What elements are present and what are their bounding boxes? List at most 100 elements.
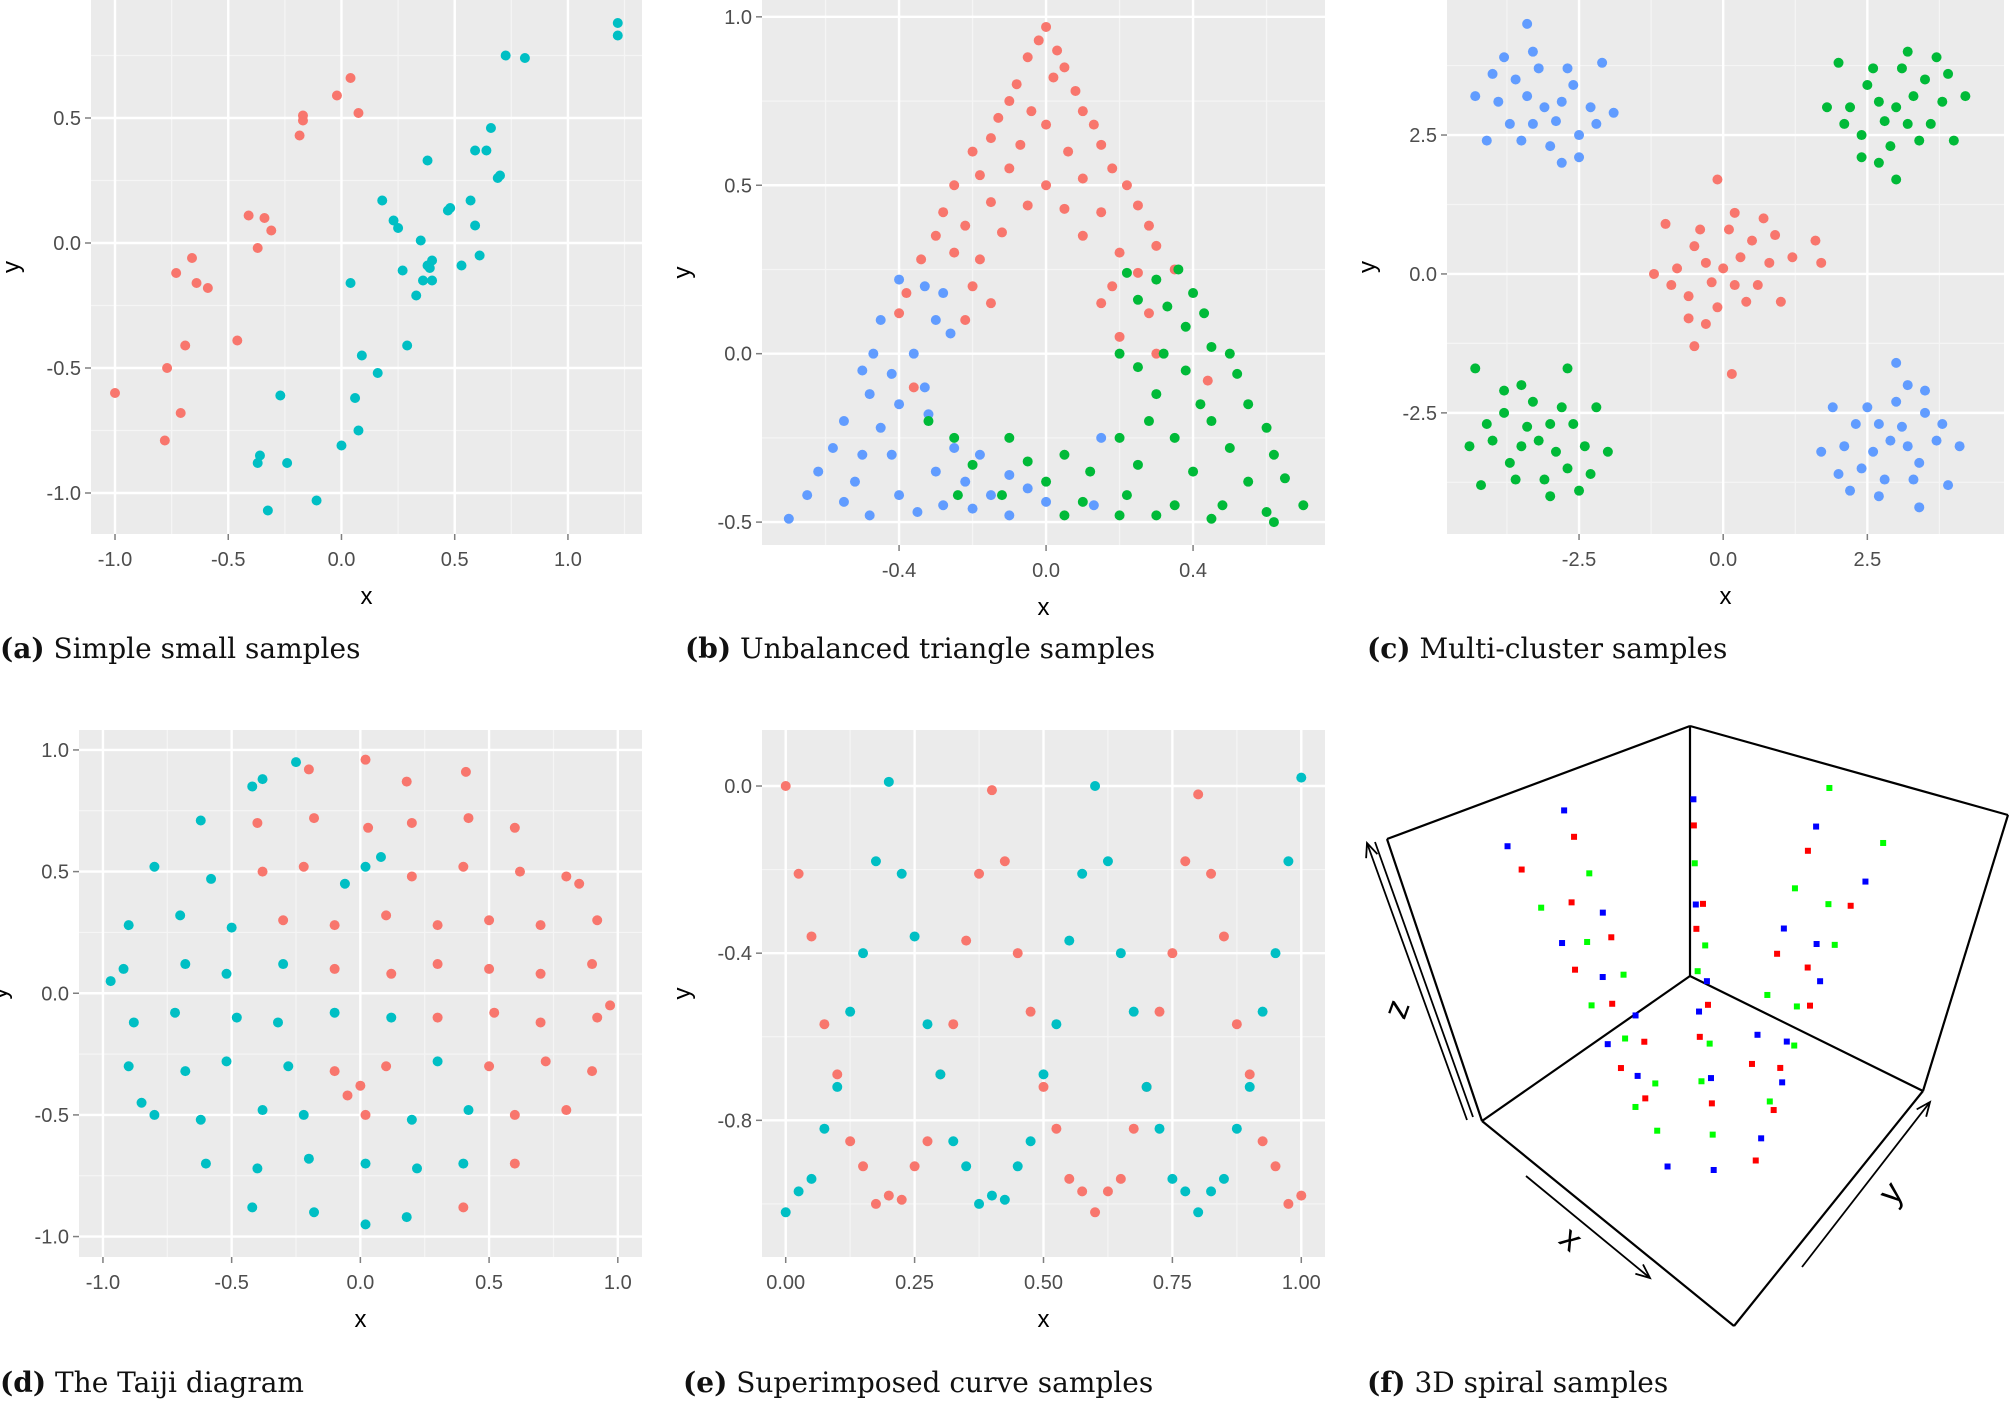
data-point [1758, 1135, 1765, 1142]
data-point [1559, 940, 1566, 947]
data-point [1700, 318, 1711, 329]
data-point [1114, 432, 1125, 443]
data-point [1522, 18, 1533, 29]
series [1470, 18, 1965, 513]
data-point [1206, 513, 1217, 524]
data-point [1550, 446, 1561, 457]
data-point [509, 822, 520, 833]
z-axis-arrow [1366, 842, 1468, 1121]
data-point [1527, 396, 1538, 407]
data-point [1766, 1098, 1773, 1105]
data-point [1096, 298, 1107, 309]
data-point [278, 959, 289, 970]
data-point [128, 1017, 139, 1028]
series [1464, 46, 1971, 502]
data-point [1158, 348, 1169, 359]
data-point [123, 920, 134, 931]
data-point [922, 1019, 933, 1030]
data-point [1847, 902, 1854, 909]
z-axis-line [1374, 841, 1474, 1118]
series [780, 781, 1307, 1218]
x-tick-label: -0.4 [882, 560, 916, 582]
data-point [1051, 1019, 1062, 1030]
data-point [1107, 281, 1118, 292]
data-point [1816, 446, 1827, 457]
data-point [1931, 435, 1942, 446]
data-point [309, 813, 320, 824]
x-tick-label: 0.0 [1032, 560, 1060, 582]
data-point [1902, 380, 1913, 391]
data-point [1791, 885, 1798, 892]
data-point [1244, 1081, 1255, 1092]
data-point [485, 123, 496, 133]
data-point [967, 281, 978, 292]
data-point [967, 459, 978, 470]
data-point [1296, 772, 1307, 783]
data-point [930, 230, 941, 241]
data-point [574, 878, 585, 889]
data-point [1114, 331, 1125, 342]
data-point [445, 203, 456, 213]
data-point [388, 215, 399, 226]
data-point [458, 1158, 469, 1169]
data-point [1090, 1207, 1101, 1218]
data-point [986, 785, 997, 796]
data-point [1051, 1123, 1062, 1134]
y-axis-title: y [0, 261, 25, 273]
data-point [221, 1056, 232, 1067]
data-point [1708, 1100, 1715, 1107]
data-point [1902, 46, 1913, 57]
data-point [960, 220, 971, 231]
data-point [1698, 1078, 1705, 1085]
data-point [985, 298, 996, 309]
data-point [535, 1017, 546, 1028]
box-edge [1921, 814, 2009, 1092]
data-point [858, 1161, 869, 1172]
data-point [908, 348, 919, 359]
data-point [1487, 68, 1498, 79]
data-point [1096, 207, 1107, 218]
data-point [1568, 418, 1579, 429]
data-point [360, 1158, 371, 1169]
data-point [470, 220, 481, 231]
data-point [1121, 180, 1132, 191]
data-point [1167, 948, 1178, 959]
data-point [1699, 900, 1706, 907]
data-point [1257, 1136, 1268, 1147]
data-point [1779, 1079, 1786, 1086]
data-point [1151, 348, 1162, 359]
data-point [1077, 230, 1088, 241]
data-point [1585, 468, 1596, 479]
data-point [509, 1109, 520, 1120]
data-point [960, 314, 971, 325]
data-point [1193, 789, 1204, 800]
data-point [345, 73, 356, 83]
data-point [1696, 1033, 1703, 1040]
data-point [1059, 449, 1070, 460]
data-point [149, 1109, 160, 1120]
data-point [1694, 968, 1701, 975]
data-point [886, 368, 897, 379]
data-point [1041, 21, 1052, 32]
caption-text: 3D spiral samples [1414, 1366, 1669, 1399]
data-point [345, 278, 356, 288]
data-point [1132, 362, 1143, 373]
data-point [247, 781, 258, 792]
series [1518, 822, 1854, 1164]
data-point [1885, 435, 1896, 446]
data-point [1709, 1131, 1716, 1138]
data-point [1132, 200, 1143, 211]
data-point [465, 195, 476, 206]
data-point [1114, 247, 1125, 258]
data-point [1664, 1163, 1671, 1170]
y-tick-label: -1.0 [35, 1227, 69, 1249]
data-point [1077, 106, 1088, 117]
data-point [1218, 1173, 1229, 1184]
data-point [864, 389, 875, 400]
data-point [1608, 107, 1619, 118]
data-point [278, 915, 289, 926]
box-edge [1385, 838, 1484, 1122]
data-point [1004, 96, 1015, 107]
x-tick-label: -0.5 [211, 549, 245, 571]
